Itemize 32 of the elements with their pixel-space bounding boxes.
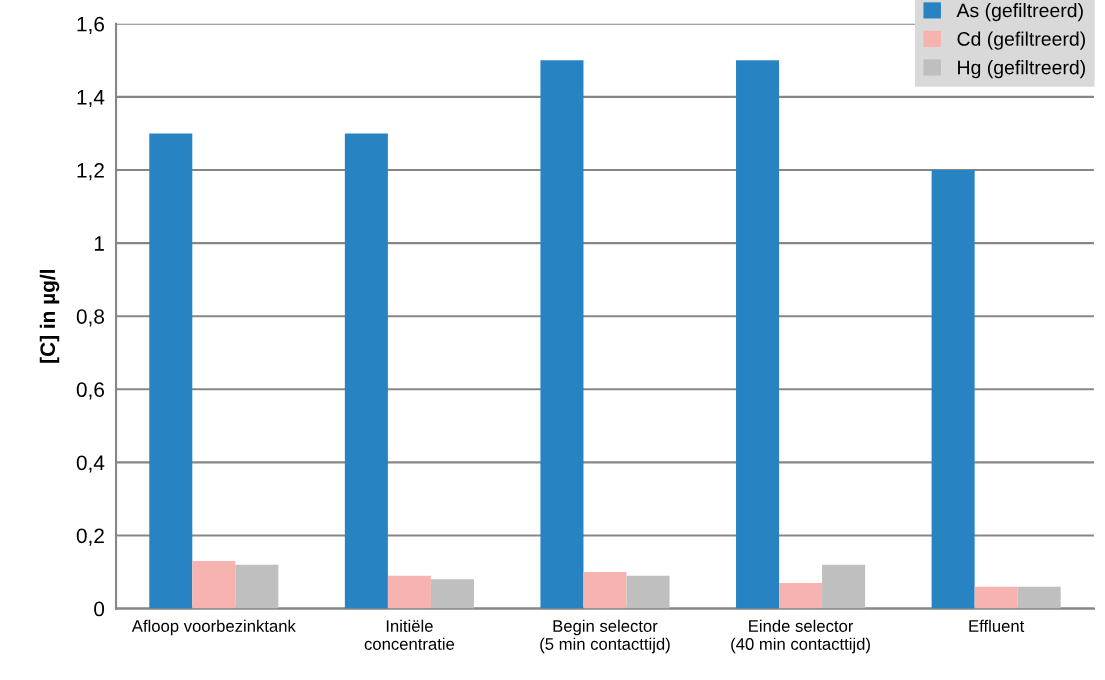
y-tick-label: 1: [94, 236, 104, 251]
y-tick-label: 1,6: [77, 16, 104, 35]
legend-label: Cd (gefiltreerd): [957, 31, 1085, 50]
bar: [344, 133, 388, 609]
bar: [235, 564, 279, 609]
y-tick-label: 0,4: [76, 455, 105, 473]
bar: [540, 60, 584, 609]
y-tick-label: 0,2: [76, 528, 104, 546]
y-axis-title: [C] in µg/l: [39, 270, 60, 363]
x-tick-label: Begin selector (5 min contacttijd): [540, 619, 670, 654]
bar: [430, 579, 474, 609]
y-tick-label: 0,8: [76, 309, 105, 327]
y-tick-label: 0: [94, 601, 105, 617]
legend-label: Hg (gefiltreerd): [958, 60, 1085, 79]
bar: [779, 583, 823, 609]
bar: [149, 133, 193, 609]
bar: [822, 564, 866, 609]
x-tick-label: Einde selector (40 min contacttijd): [731, 619, 870, 654]
x-tick-label: Initiële concentratie: [364, 619, 455, 650]
bar: [387, 575, 431, 609]
bar: [1017, 586, 1061, 609]
legend-label: As (gefiltreerd): [956, 3, 1083, 22]
bar: [583, 572, 627, 609]
y-tick-label: 1,4: [77, 90, 105, 108]
bar: [974, 586, 1018, 609]
x-tick-label: Afloop voorbezinktank: [131, 619, 296, 636]
y-tick-label: 1,2: [77, 163, 104, 181]
bar: [626, 575, 670, 609]
x-tick-label: Effluent: [969, 619, 1025, 632]
y-tick-label: 0,6: [76, 382, 104, 400]
bar: [736, 60, 780, 609]
bar: [192, 561, 236, 609]
